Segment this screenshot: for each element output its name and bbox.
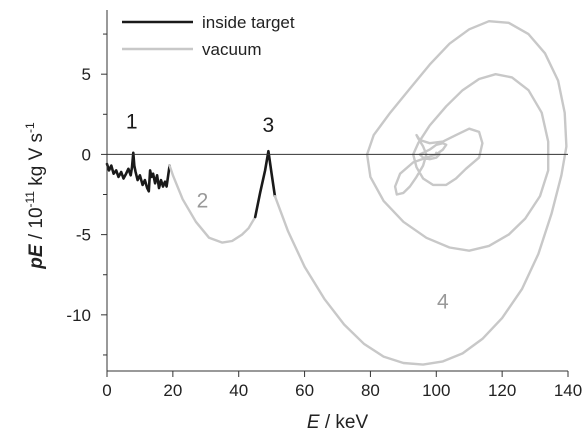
series-line-4 — [273, 20, 568, 366]
series-line-1 — [105, 151, 171, 193]
y-axis-label: pE / 10-11 kg V s-1 — [23, 122, 47, 270]
curve-label-1: 1 — [126, 111, 138, 134]
x-tick-label: 0 — [102, 381, 111, 400]
curve-label-2: 2 — [197, 189, 209, 212]
curve-label-3: 3 — [263, 114, 275, 137]
text-layer: 0 20 40 60 80 100 120 140 5 0 -5 -10 E / keV pE / 10-… — [23, 65, 582, 433]
series-layer — [105, 20, 568, 366]
x-tick-label: 80 — [361, 381, 380, 400]
legend-label-1: inside target — [202, 13, 295, 32]
legend: inside target vacuum — [122, 13, 295, 59]
y-tick-label: -5 — [76, 226, 91, 245]
x-tick-label: 120 — [488, 381, 516, 400]
x-tick-label: 100 — [422, 381, 450, 400]
y-tick-label: 5 — [82, 65, 91, 84]
x-axis-label: E / keV — [307, 412, 369, 433]
x-tick-label: 40 — [229, 381, 248, 400]
series-line-2 — [168, 164, 257, 244]
y-tick-label: 0 — [82, 145, 91, 164]
x-tick-label: 60 — [295, 381, 314, 400]
series-line-3 — [253, 149, 277, 219]
x-tick-label: 140 — [554, 381, 582, 400]
x-tick-label: 20 — [163, 381, 182, 400]
legend-label-2: vacuum — [202, 40, 262, 59]
axis-layer — [101, 10, 569, 377]
curve-label-4: 4 — [437, 290, 449, 313]
y-tick-label: -10 — [66, 306, 91, 325]
